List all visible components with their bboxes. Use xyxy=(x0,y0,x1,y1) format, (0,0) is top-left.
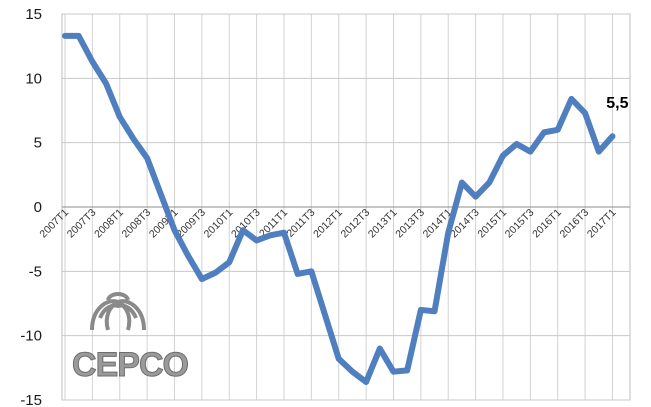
data-point xyxy=(76,33,82,39)
data-point xyxy=(103,80,109,86)
data-point xyxy=(541,129,547,135)
x-tick-label: 2010T1 xyxy=(202,207,236,241)
y-tick-label: -5 xyxy=(29,263,42,280)
grid xyxy=(61,13,631,401)
data-point xyxy=(527,149,533,155)
data-point xyxy=(555,127,561,133)
data-point xyxy=(336,356,342,362)
annotations: 5,5 xyxy=(606,95,628,112)
data-point xyxy=(486,180,492,186)
data-point xyxy=(308,268,314,274)
data-point xyxy=(390,369,396,375)
x-tick-label: 2017T1 xyxy=(585,207,619,241)
data-point xyxy=(609,133,615,139)
data-point xyxy=(349,369,355,375)
x-tick-label: 2016T1 xyxy=(530,207,564,241)
data-point xyxy=(459,180,465,186)
data-point xyxy=(89,59,95,65)
data-point xyxy=(295,271,301,277)
data-point xyxy=(514,141,520,147)
series-line xyxy=(62,32,616,385)
x-tick-label: 2013T3 xyxy=(393,207,427,241)
data-point xyxy=(117,114,123,120)
y-tick-label: 10 xyxy=(25,70,42,87)
data-point xyxy=(185,253,191,259)
y-tick-label: -15 xyxy=(20,392,42,407)
x-tick-label: 2011T3 xyxy=(284,207,317,240)
data-point xyxy=(62,33,68,39)
data-point xyxy=(158,191,164,197)
y-axis-ticks: 15 10 5 0 -5 -10 -15 xyxy=(20,6,42,407)
logo-emblem-icon xyxy=(90,292,146,331)
x-tick-label: 2012T3 xyxy=(339,207,373,241)
x-axis-ticks: 2007T12007T32008T12008T32009T12009T32010… xyxy=(37,207,618,241)
data-point xyxy=(171,227,177,233)
y-tick-label: -10 xyxy=(20,328,42,345)
data-point xyxy=(130,136,136,142)
data-point xyxy=(500,153,506,159)
x-tick-label: 2008T1 xyxy=(92,207,126,241)
y-tick-label: 15 xyxy=(25,6,42,23)
data-point xyxy=(240,227,246,233)
logo-text: CEPCO xyxy=(72,346,189,384)
data-point xyxy=(322,312,328,318)
data-point xyxy=(432,308,438,314)
data-point xyxy=(418,307,424,313)
data-point xyxy=(596,149,602,155)
y-tick-label: 5 xyxy=(34,135,42,152)
data-point xyxy=(254,237,260,243)
data-point xyxy=(377,346,383,352)
data-point xyxy=(144,155,150,161)
data-point xyxy=(226,259,232,265)
x-tick-label: 2007T1 xyxy=(37,207,71,241)
data-point xyxy=(213,270,219,276)
cepco-logo: CEPCO xyxy=(72,292,190,385)
x-tick-label: 2012T1 xyxy=(311,207,345,241)
data-point xyxy=(445,230,451,236)
data-label: 5,5 xyxy=(606,95,628,112)
data-point xyxy=(404,367,410,373)
data-point xyxy=(267,232,273,238)
data-point xyxy=(473,194,479,200)
data-point xyxy=(568,96,574,102)
x-tick-label: 2016T3 xyxy=(558,207,592,241)
x-tick-label: 2008T3 xyxy=(120,207,154,241)
data-point xyxy=(582,110,588,116)
x-tick-label: 2015T1 xyxy=(475,207,509,241)
data-point xyxy=(281,230,287,236)
data-point xyxy=(363,379,369,385)
y-tick-label: 0 xyxy=(34,199,42,216)
data-point xyxy=(199,276,205,282)
x-tick-label: 2007T3 xyxy=(65,207,99,241)
x-tick-label: 2015T3 xyxy=(503,207,537,241)
x-tick-label: 2013T1 xyxy=(366,207,400,241)
